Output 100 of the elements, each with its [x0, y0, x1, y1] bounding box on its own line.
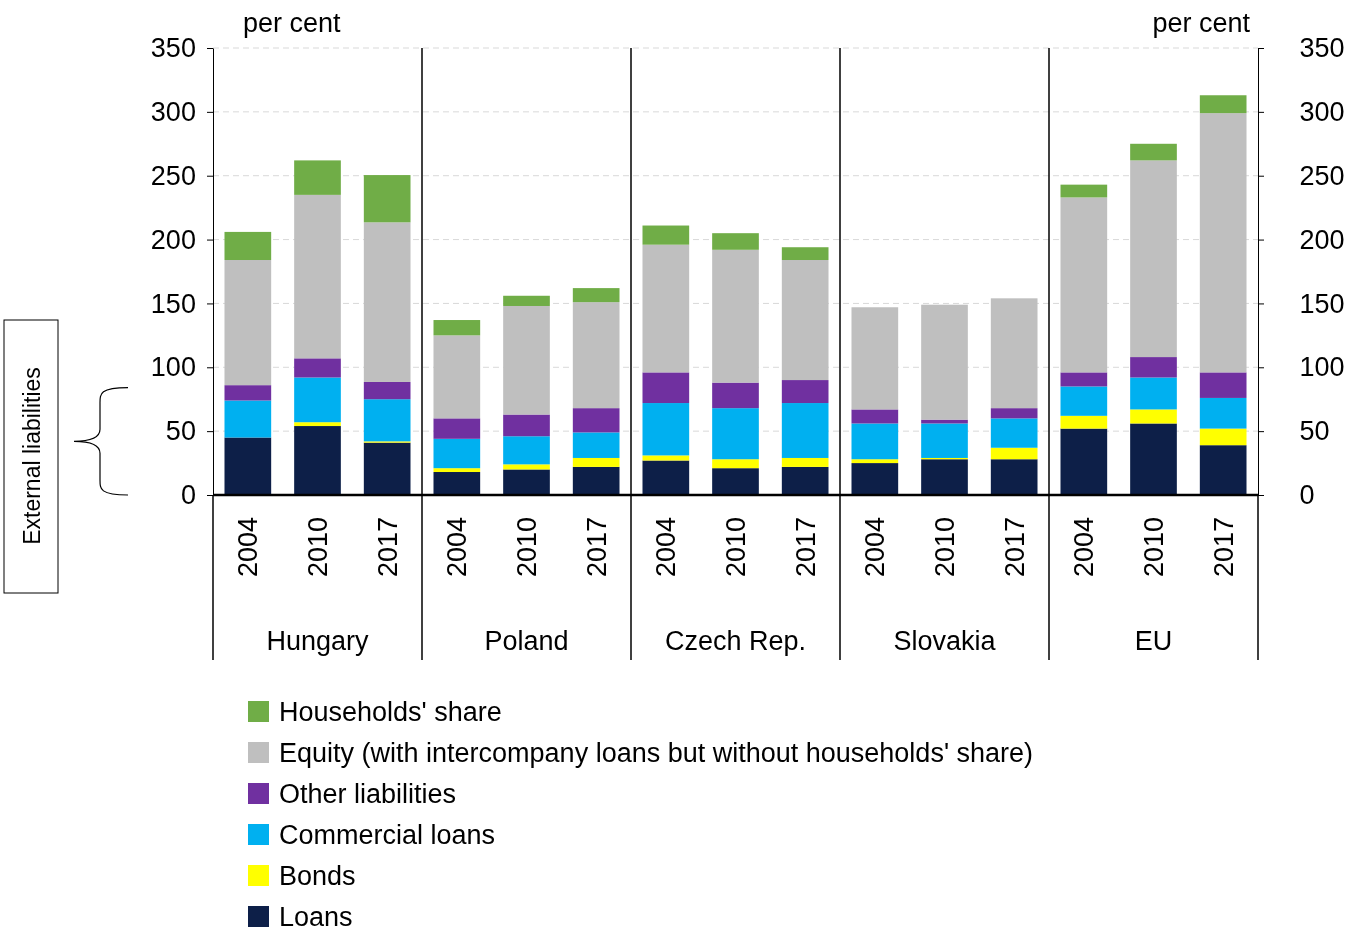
bar [294, 422, 341, 427]
text: Poland [484, 626, 569, 656]
bar [642, 372, 690, 404]
bar [572, 408, 620, 433]
y-tick-label: 0 [180, 480, 196, 511]
y2-tick-label: 350 [1299, 33, 1345, 64]
bar [433, 335, 481, 419]
bar [1060, 386, 1108, 416]
bar [781, 380, 829, 404]
x-tick-label: 2004 [1069, 517, 1100, 578]
bar [363, 175, 411, 223]
bar [503, 295, 550, 306]
bar [851, 463, 899, 495]
bar [1130, 423, 1177, 495]
bar [572, 432, 620, 458]
bar [224, 437, 272, 495]
bar [572, 302, 620, 409]
bar [294, 194, 341, 359]
bar [921, 423, 968, 458]
bar [712, 408, 759, 460]
bar [433, 468, 481, 473]
x-tick-label: 2010 [511, 517, 542, 578]
y-tick-label: 100 [150, 352, 196, 383]
text: Slovakia [893, 626, 997, 656]
legend-label: Other liabilities [279, 779, 457, 810]
x-tick-label: 2010 [302, 517, 333, 578]
bar [503, 414, 550, 437]
bar [1060, 184, 1108, 198]
bar [712, 468, 759, 495]
bar [363, 442, 411, 495]
bar [712, 233, 759, 250]
bar [990, 447, 1038, 460]
bar [363, 381, 411, 400]
x-tick-label: 2004 [651, 517, 682, 578]
y-axis-title: per cent [243, 8, 342, 38]
bar [433, 418, 481, 439]
bar [294, 377, 341, 423]
bar [1130, 377, 1177, 410]
y-tick-label: 150 [150, 288, 196, 319]
bar [642, 244, 690, 373]
bar [1130, 409, 1177, 424]
x-tick-label: 2017 [581, 517, 612, 578]
bar [712, 459, 759, 469]
bar [851, 459, 899, 464]
bar [433, 472, 481, 495]
bar [781, 260, 829, 381]
text: Hungary [266, 626, 370, 656]
bar [294, 160, 341, 195]
bar [224, 260, 272, 386]
bar [433, 438, 481, 469]
bar [503, 469, 550, 495]
bar [1199, 428, 1247, 446]
bar [990, 298, 1038, 409]
legend-label: Equity (with intercompany loans but without households' share) [279, 738, 1034, 769]
bar [851, 307, 899, 410]
x-tick-label: 2017 [372, 517, 403, 578]
bar [1130, 160, 1177, 358]
y2-tick-label: 100 [1299, 352, 1345, 383]
y-tick-label: 200 [150, 224, 196, 255]
bar [712, 382, 759, 409]
bar [224, 231, 272, 261]
y2-tick-label: 200 [1299, 224, 1345, 255]
bar [1130, 143, 1177, 161]
y-tick-label: 250 [150, 160, 196, 191]
y2-tick-label: 300 [1299, 97, 1345, 127]
text: EU [1134, 626, 1173, 656]
bar [781, 466, 829, 495]
bar [433, 320, 481, 336]
y-tick-label: 350 [150, 33, 196, 64]
bar [642, 455, 690, 461]
legend-label: Loans [279, 902, 353, 929]
y-tick-label: 50 [165, 416, 196, 447]
bar [990, 459, 1038, 495]
bar [1199, 397, 1247, 429]
x-tick-label: 2010 [720, 517, 751, 578]
bar [503, 436, 550, 465]
bar [363, 222, 411, 382]
bar [921, 459, 968, 495]
bar [642, 460, 690, 495]
bar [572, 288, 620, 303]
bar [712, 249, 759, 383]
bar [1060, 372, 1108, 387]
bar [572, 457, 620, 467]
bar [363, 399, 411, 442]
bar [572, 466, 620, 495]
y2-tick-label: 250 [1299, 160, 1345, 191]
x-tick-label: 2010 [1138, 517, 1169, 578]
bar [1060, 428, 1108, 495]
bar [294, 358, 341, 378]
bar [642, 403, 690, 456]
bar [1199, 113, 1247, 373]
bar [851, 409, 899, 424]
x-tick-label: 2004 [442, 517, 473, 578]
x-tick-label: 2017 [999, 517, 1030, 578]
y-tick-label: 300 [150, 97, 196, 127]
bar [1130, 357, 1177, 378]
bar [990, 408, 1038, 419]
bar [503, 305, 550, 415]
x-tick-label: 2010 [929, 517, 960, 578]
y2-tick-label: 50 [1299, 416, 1330, 447]
